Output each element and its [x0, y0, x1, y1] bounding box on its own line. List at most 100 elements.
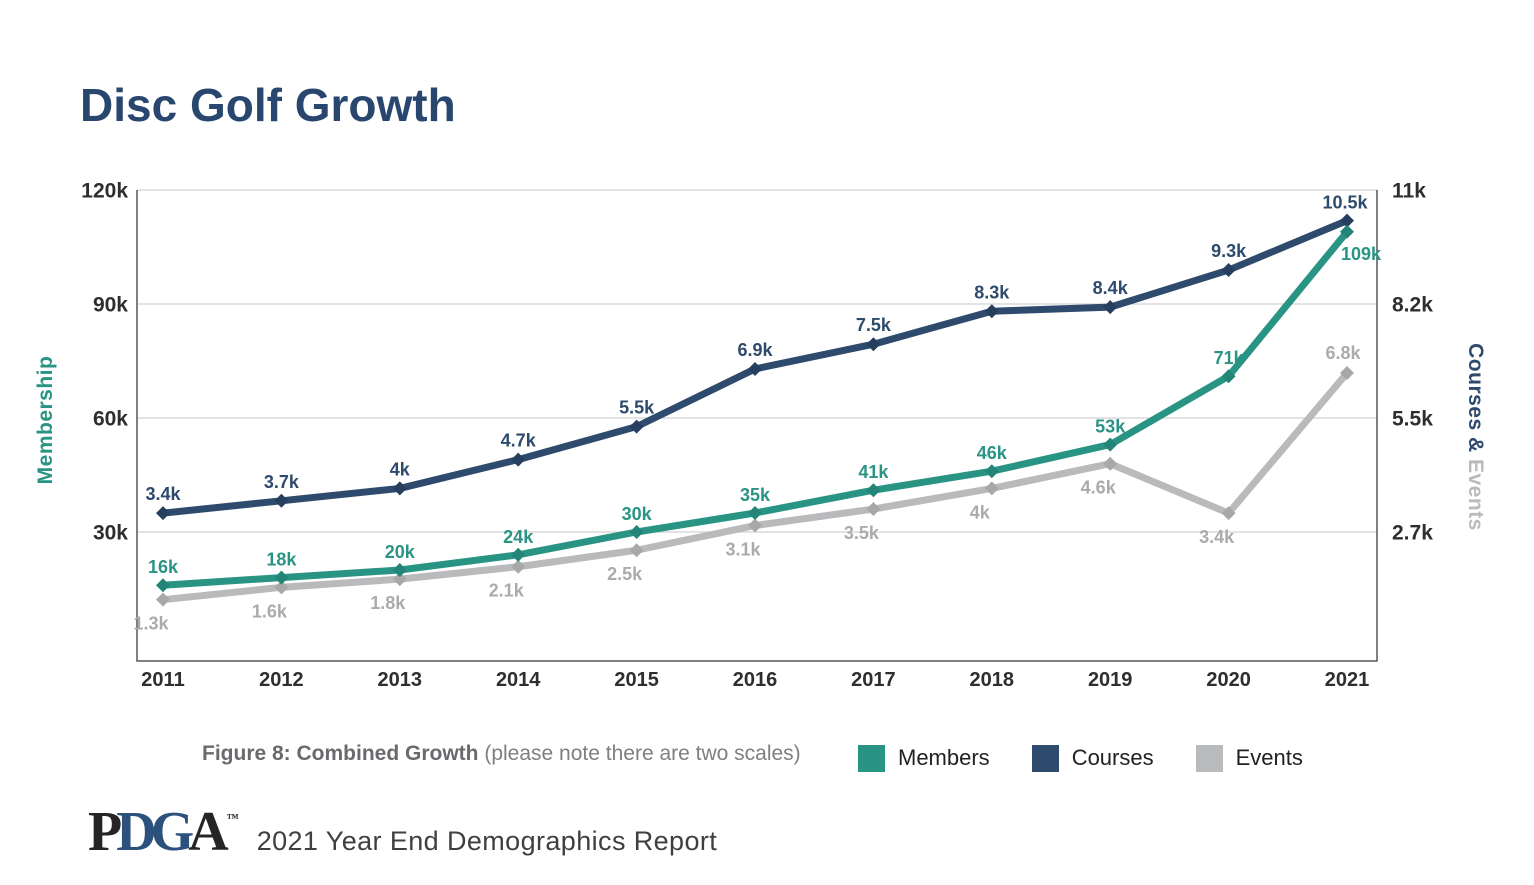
x-axis-label: 2018: [970, 669, 1015, 691]
legend-swatch-courses: [1031, 744, 1059, 772]
figure-caption-title: Figure 8: Combined Growth: [202, 742, 479, 765]
report-footer: PDGA ™ 2021 Year End Demographics Report: [88, 804, 717, 860]
data-label-events: 1.3k: [133, 614, 169, 634]
growth-chart: 120k 11k 90k 8.2k 60k 5.5k 30k 2.7k 2011 2012 2013…: [34, 180, 1487, 692]
report-subtitle: 2021 Year End Demographics Report: [256, 826, 718, 856]
data-point: [1340, 224, 1354, 239]
data-point: [511, 559, 526, 574]
data-label-events: 2.5k: [607, 564, 643, 584]
data-label-courses: 10.5k: [1322, 193, 1368, 213]
data-point: [156, 506, 170, 521]
series-events: [156, 366, 1354, 607]
data-label-members: 109k: [1341, 244, 1382, 264]
data-point: [1221, 506, 1236, 521]
data-point: [274, 570, 289, 585]
data-point: [156, 578, 170, 593]
x-axis-label: 2019: [1088, 669, 1133, 691]
logo-letter-d: D: [116, 801, 157, 863]
data-point: [748, 518, 762, 533]
x-axis-label: 2011: [141, 669, 184, 691]
data-label-events: 2.1k: [489, 581, 525, 601]
logo-letter-p: P: [88, 801, 122, 863]
logo-letter-g: G: [150, 801, 194, 863]
left-axis-tick: 90k: [93, 294, 128, 317]
data-label-events: 1.8k: [370, 593, 406, 613]
left-axis-tick: 60k: [93, 408, 128, 431]
legend-item-events: Events: [1195, 744, 1303, 772]
data-point: [274, 580, 289, 595]
data-point: [1103, 300, 1118, 315]
data-label-members: 35k: [740, 485, 771, 505]
x-axis-label: 2015: [614, 669, 659, 691]
data-point: [748, 506, 762, 520]
data-point: [511, 547, 526, 562]
data-label-courses: 3.7k: [264, 472, 300, 492]
data-label-members: 18k: [266, 550, 297, 570]
data-label-courses: 8.3k: [974, 282, 1010, 302]
data-label-members: 53k: [1095, 417, 1126, 437]
series-members: [156, 224, 1354, 593]
legend-swatch-events: [1195, 744, 1223, 772]
data-label-events: 6.8k: [1325, 343, 1361, 363]
data-label-courses: 9.3k: [1211, 241, 1247, 261]
data-label-courses: 3.4k: [145, 484, 181, 504]
left-axis-title: Membership: [34, 356, 57, 485]
x-axis-label: 2013: [378, 669, 423, 691]
left-axis-tick: 120k: [81, 180, 128, 203]
data-label-courses: 8.4k: [1093, 278, 1129, 298]
left-axis-tick: 30k: [93, 522, 128, 545]
data-point: [866, 502, 881, 517]
x-axis-label: 2021: [1325, 669, 1370, 691]
trademark-symbol: ™: [226, 811, 239, 825]
legend-label-courses: Courses: [1071, 745, 1154, 770]
data-point: [629, 543, 644, 558]
caption-row: Figure 8: Combined Growth (please note t…: [0, 736, 1534, 780]
data-label-events: 4k: [970, 502, 991, 522]
data-label-members: 46k: [977, 443, 1008, 463]
data-point: [984, 304, 999, 319]
data-label-courses: 6.9k: [737, 340, 773, 360]
page-title: Disc Golf Growth: [80, 79, 456, 131]
data-label-members: 71k: [1214, 348, 1245, 368]
data-label-events: 4.6k: [1081, 478, 1117, 498]
chart-legend: Members Courses Events: [858, 736, 1303, 780]
data-point: [629, 525, 644, 539]
legend-item-courses: Courses: [1031, 744, 1154, 772]
data-point: [1340, 366, 1354, 381]
series-courses: [156, 213, 1354, 521]
right-axis-tick: 8.2k: [1392, 294, 1433, 317]
logo-letter-a: A: [188, 801, 229, 863]
data-label-members: 24k: [503, 527, 534, 547]
data-label-members: 20k: [385, 542, 416, 562]
data-label-events: 3.1k: [725, 540, 761, 560]
data-point: [984, 481, 999, 496]
data-point: [866, 483, 881, 498]
figure-caption-note: (please note there are two scales): [484, 742, 801, 765]
plot-border: [136, 190, 1378, 662]
x-axis-label: 2014: [496, 669, 541, 691]
data-point: [392, 572, 407, 587]
data-point: [511, 452, 526, 467]
data-label-events: 3.4k: [1199, 527, 1235, 547]
data-point: [156, 592, 170, 607]
data-point: [1103, 437, 1118, 452]
data-point: [1340, 213, 1354, 228]
legend-item-members: Members: [858, 744, 990, 772]
right-axis-tick: 5.5k: [1392, 408, 1433, 431]
data-label-courses: 4k: [390, 459, 411, 479]
data-point: [1103, 456, 1118, 471]
legend-label-events: Events: [1235, 745, 1303, 770]
x-axis-label: 2017: [851, 669, 896, 691]
data-point: [274, 493, 289, 508]
right-axis-title: Courses & Events: [1464, 343, 1487, 531]
data-label-events: 1.6k: [252, 601, 288, 621]
data-label-courses: 4.7k: [501, 431, 537, 451]
data-point: [392, 481, 407, 496]
data-label-events: 3.5k: [844, 523, 880, 543]
data-label-courses: 7.5k: [856, 315, 892, 335]
legend-swatch-members: [858, 744, 885, 772]
data-label-courses: 5.5k: [619, 398, 655, 418]
x-axis-label: 2016: [733, 669, 778, 691]
data-point: [629, 419, 644, 434]
data-point: [866, 337, 881, 352]
